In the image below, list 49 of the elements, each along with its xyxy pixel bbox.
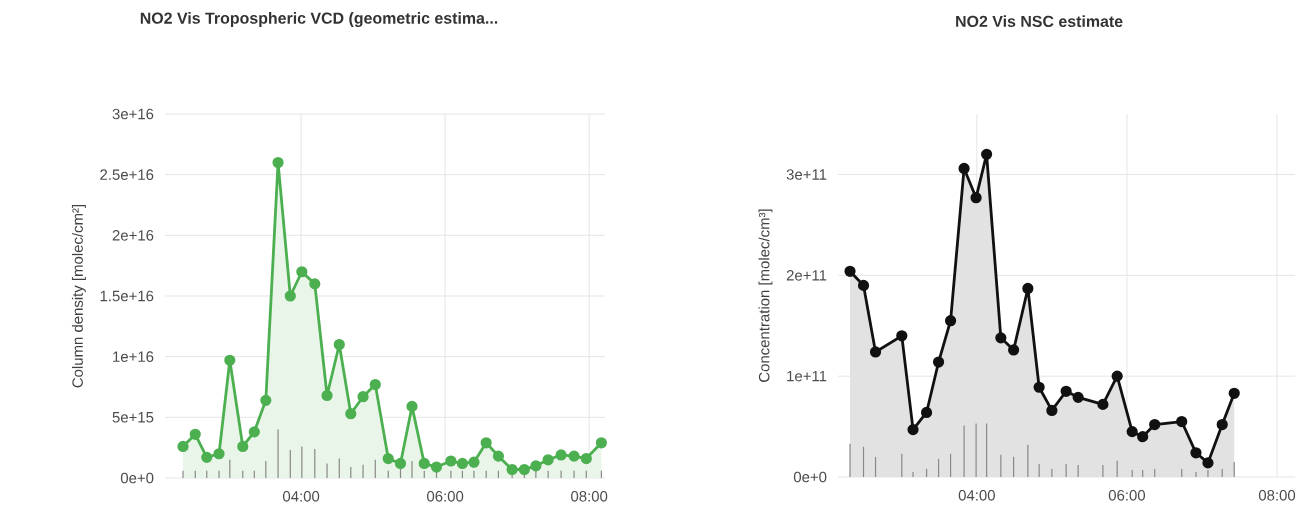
point [1228, 387, 1240, 399]
point [1022, 282, 1034, 295]
point [958, 162, 970, 175]
chart-title: NO2 Vis NSC estimate [956, 15, 1123, 28]
y-tick-label: 5e+15 [112, 412, 154, 423]
point [896, 330, 908, 342]
point [1060, 385, 1072, 397]
x-tick-label: 08:00 [1258, 490, 1296, 501]
x-tick-label: 06:00 [427, 491, 464, 502]
y-tick-label: 2.5e+16 [100, 169, 154, 180]
point [1149, 418, 1161, 431]
y-axis-title: Column density [molec/cm²] [71, 204, 86, 388]
point [1046, 404, 1058, 417]
x-tick-label: 04:00 [283, 491, 320, 502]
point [857, 279, 870, 292]
point [1008, 344, 1020, 356]
x-tick-label: 08:00 [571, 491, 608, 502]
point [907, 424, 919, 436]
chart-title: NO2 Vis Tropospheric VCD (geometric estima... [140, 12, 498, 27]
point [932, 356, 945, 368]
point [1033, 381, 1045, 393]
point [1176, 415, 1188, 428]
point [1202, 457, 1214, 469]
y-tick-label: 3e+11 [786, 169, 827, 180]
point [920, 406, 933, 419]
y-tick-label: 3e+16 [112, 108, 154, 120]
y-tick-label: 0e+0 [793, 471, 827, 483]
point [1137, 431, 1149, 443]
y-tick-label: 1e+16 [113, 351, 154, 362]
y-tick-label: 1e+11 [787, 370, 827, 382]
point [1111, 370, 1123, 382]
point [1190, 447, 1202, 459]
point [970, 192, 982, 204]
y-tick-label: 2e+11 [786, 270, 827, 281]
point [1216, 418, 1228, 431]
point [944, 315, 957, 327]
point [981, 148, 993, 160]
point [869, 346, 882, 358]
point [844, 265, 856, 277]
point [1072, 391, 1084, 403]
y-axis-title: Concentration [molec/cm³] [758, 209, 773, 382]
y-tick-label: 2e+16 [112, 230, 154, 241]
x-tick-label: 06:00 [1108, 490, 1146, 501]
point [1097, 398, 1109, 410]
x-tick-label: 04:00 [958, 490, 995, 501]
y-tick-label: 1.5e+16 [100, 290, 154, 302]
y-tick-label: 0e+0 [120, 472, 154, 484]
point [1126, 426, 1138, 438]
point [995, 332, 1007, 344]
